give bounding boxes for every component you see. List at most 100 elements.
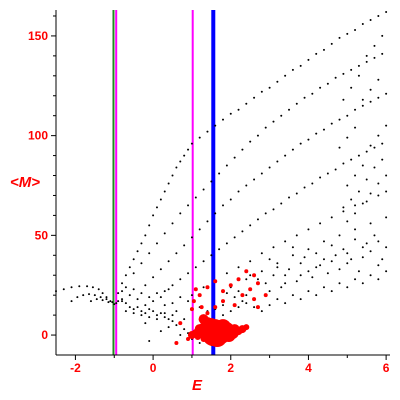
- black-point-66: [179, 160, 182, 163]
- black-point-338: [361, 164, 364, 167]
- x-tick-label-3: 4: [305, 361, 312, 375]
- black-point-23: [107, 301, 110, 304]
- black-point-284: [155, 292, 158, 295]
- black-point-283: [148, 296, 151, 299]
- black-point-107: [225, 164, 228, 167]
- black-point-247: [288, 268, 291, 271]
- black-point-332: [354, 126, 357, 129]
- black-point-315: [330, 290, 333, 293]
- black-point-7: [101, 292, 104, 295]
- black-point-319: [361, 282, 364, 285]
- black-point-260: [237, 290, 240, 293]
- black-point-258: [373, 234, 376, 237]
- black-point-175: [280, 202, 283, 205]
- black-point-165: [202, 260, 205, 263]
- black-point-349: [369, 192, 372, 195]
- black-point-113: [272, 120, 275, 123]
- black-point-233: [315, 252, 318, 255]
- black-point-38: [167, 318, 170, 321]
- black-point-240: [369, 250, 372, 253]
- black-point-220: [284, 282, 287, 285]
- black-point-96: [140, 262, 143, 265]
- red-point-19: [226, 327, 239, 340]
- red-point-49: [193, 287, 198, 292]
- black-point-253: [334, 254, 337, 257]
- black-point-109: [241, 148, 244, 151]
- black-point-275: [152, 300, 155, 303]
- y-tick-label-1: 50: [35, 228, 49, 242]
- black-point-128: [144, 284, 147, 287]
- black-point-326: [357, 74, 360, 77]
- red-point-42: [252, 297, 257, 302]
- black-point-16: [105, 298, 108, 301]
- axes-layer: -2 0 2 4 6 0 50 100 150: [28, 10, 390, 375]
- red-point-44: [255, 305, 260, 310]
- black-point-265: [225, 292, 228, 295]
- black-point-157: [369, 100, 372, 103]
- black-point-243: [256, 278, 259, 281]
- black-point-163: [187, 272, 190, 275]
- black-point-63: [167, 182, 170, 185]
- black-point-32: [144, 312, 147, 315]
- black-point-162: [179, 278, 182, 281]
- black-point-100: [171, 222, 174, 225]
- black-point-262: [249, 274, 252, 277]
- black-point-17: [111, 301, 114, 304]
- black-point-88: [338, 36, 341, 39]
- black-point-111: [256, 134, 259, 137]
- black-point-311: [299, 298, 302, 301]
- black-point-53: [128, 266, 131, 269]
- black-point-19: [121, 300, 124, 303]
- black-point-137: [214, 212, 217, 215]
- black-point-62: [163, 190, 166, 193]
- black-point-241: [377, 264, 380, 267]
- black-point-337: [369, 144, 372, 147]
- black-point-186: [365, 150, 368, 153]
- x-tick-label-1: 0: [150, 361, 157, 375]
- black-point-330: [369, 88, 372, 91]
- black-point-94: [385, 10, 388, 13]
- black-point-61: [159, 198, 162, 201]
- black-point-82: [291, 68, 294, 71]
- red-point-48: [178, 321, 183, 326]
- black-point-252: [326, 272, 329, 275]
- red-point-40: [221, 299, 225, 304]
- black-point-14: [93, 294, 96, 297]
- black-point-84: [307, 58, 310, 61]
- black-point-204: [365, 200, 368, 203]
- black-point-212: [307, 248, 310, 251]
- black-point-101: [179, 212, 182, 215]
- black-point-176: [288, 196, 291, 199]
- black-point-223: [330, 260, 333, 263]
- black-point-179: [311, 182, 314, 185]
- black-point-178: [303, 186, 306, 189]
- black-point-141: [245, 184, 248, 187]
- black-point-116: [295, 102, 298, 105]
- black-point-297: [159, 330, 162, 333]
- black-point-154: [346, 114, 349, 117]
- black-point-160: [163, 290, 166, 293]
- black-point-195: [260, 252, 263, 255]
- black-point-77: [253, 96, 256, 99]
- black-point-291: [198, 342, 201, 345]
- black-point-280: [124, 286, 127, 289]
- red-point-37: [240, 293, 245, 298]
- black-point-81: [284, 74, 287, 77]
- black-point-193: [237, 266, 240, 269]
- red-point-30: [205, 285, 210, 290]
- black-point-202: [342, 210, 345, 213]
- black-point-217: [385, 216, 388, 219]
- black-point-185: [357, 154, 360, 157]
- black-point-224: [346, 252, 349, 255]
- black-point-106: [218, 172, 221, 175]
- black-point-55: [136, 250, 139, 253]
- black-point-308: [276, 298, 279, 301]
- black-point-272: [171, 302, 174, 305]
- black-point-219: [268, 290, 271, 293]
- black-point-79: [268, 86, 271, 89]
- black-point-242: [385, 246, 388, 249]
- black-point-281: [132, 288, 135, 291]
- black-point-139: [229, 198, 232, 201]
- black-point-172: [256, 218, 259, 221]
